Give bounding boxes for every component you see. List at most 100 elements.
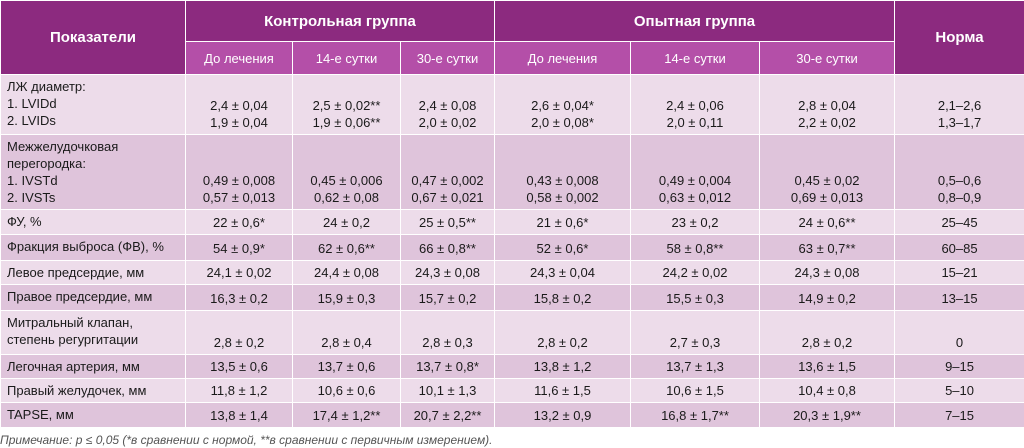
value-cell: 16,8 ± 1,7** [631,403,760,428]
value-cell: 2,8 ± 0,04 2,2 ± 0,02 [760,75,895,135]
norm-cell: 0 [895,311,1024,355]
value-cell: 15,7 ± 0,2 [401,285,495,311]
value-cell: 15,9 ± 0,3 [293,285,401,311]
value-cell: 15,8 ± 0,2 [495,285,631,311]
row-label: Левое предсердие, мм [1,261,186,285]
value-cell: 66 ± 0,8** [401,235,495,261]
value-cell: 2,8 ± 0,3 [401,311,495,355]
value-cell: 52 ± 0,6* [495,235,631,261]
value-cell: 13,2 ± 0,9 [495,403,631,428]
value-cell: 23 ± 0,2 [631,210,760,235]
value-cell: 17,4 ± 1,2** [293,403,401,428]
value-cell: 2,4 ± 0,08 2,0 ± 0,02 [401,75,495,135]
value-cell: 22 ± 0,6* [186,210,293,235]
value-cell: 2,4 ± 0,06 2,0 ± 0,11 [631,75,760,135]
value-cell: 2,4 ± 0,04 1,9 ± 0,04 [186,75,293,135]
row-label: Межжелудочковая перегородка: 1. IVSTd 2.… [1,135,186,210]
value-cell: 24,2 ± 0,02 [631,261,760,285]
value-cell: 0,47 ± 0,002 0,67 ± 0,021 [401,135,495,210]
row-label: TAPSE, мм [1,403,186,428]
norm-cell: 60–85 [895,235,1024,261]
value-cell: 16,3 ± 0,2 [186,285,293,311]
row-label: Правое предсердие, мм [1,285,186,311]
value-cell: 15,5 ± 0,3 [631,285,760,311]
value-cell: 58 ± 0,8** [631,235,760,261]
norm-cell: 5–10 [895,379,1024,403]
value-cell: 13,8 ± 1,4 [186,403,293,428]
value-cell: 24,1 ± 0,02 [186,261,293,285]
row-label: Легочная артерия, мм [1,355,186,379]
row-label: ЛЖ диаметр: 1. LVIDd 2. LVIDs [1,75,186,135]
norm-cell: 0,5–0,6 0,8–0,9 [895,135,1024,210]
header-sub: До лечения [186,42,293,75]
header-indicators: Показатели [1,1,186,75]
value-cell: 2,8 ± 0,2 [760,311,895,355]
value-cell: 13,8 ± 1,2 [495,355,631,379]
value-cell: 24,4 ± 0,08 [293,261,401,285]
row-label: Правый желудочек, мм [1,379,186,403]
value-cell: 10,6 ± 1,5 [631,379,760,403]
value-cell: 24,3 ± 0,08 [401,261,495,285]
row-label: Митральный клапан, степень регургитации [1,311,186,355]
table-row: Фракция выброса (ФВ), %54 ± 0,9*62 ± 0,6… [1,235,1024,261]
value-cell: 0,49 ± 0,008 0,57 ± 0,013 [186,135,293,210]
value-cell: 0,49 ± 0,004 0,63 ± 0,012 [631,135,760,210]
value-cell: 25 ± 0,5** [401,210,495,235]
norm-cell: 15–21 [895,261,1024,285]
norm-cell: 9–15 [895,355,1024,379]
row-label: Фракция выброса (ФВ), % [1,235,186,261]
header-sub: До лечения [495,42,631,75]
value-cell: 2,6 ± 0,04* 2,0 ± 0,08* [495,75,631,135]
value-cell: 24 ± 0,6** [760,210,895,235]
value-cell: 11,8 ± 1,2 [186,379,293,403]
value-cell: 2,8 ± 0,4 [293,311,401,355]
value-cell: 2,8 ± 0,2 [186,311,293,355]
value-cell: 0,45 ± 0,02 0,69 ± 0,013 [760,135,895,210]
header-sub: 30-е сутки [760,42,895,75]
value-cell: 63 ± 0,7** [760,235,895,261]
value-cell: 13,7 ± 0,6 [293,355,401,379]
data-table: Показатели Контрольная группа Опытная гр… [0,0,1024,428]
value-cell: 10,6 ± 0,6 [293,379,401,403]
value-cell: 10,4 ± 0,8 [760,379,895,403]
value-cell: 2,5 ± 0,02** 1,9 ± 0,06** [293,75,401,135]
table-row: Межжелудочковая перегородка: 1. IVSTd 2.… [1,135,1024,210]
value-cell: 2,8 ± 0,2 [495,311,631,355]
norm-cell: 7–15 [895,403,1024,428]
value-cell: 24,3 ± 0,04 [495,261,631,285]
header-sub: 30-е сутки [401,42,495,75]
value-cell: 21 ± 0,6* [495,210,631,235]
value-cell: 13,6 ± 1,5 [760,355,895,379]
value-cell: 14,9 ± 0,2 [760,285,895,311]
value-cell: 13,7 ± 0,8* [401,355,495,379]
header-control-group: Контрольная группа [186,1,495,42]
value-cell: 0,45 ± 0,006 0,62 ± 0,08 [293,135,401,210]
value-cell: 13,7 ± 1,3 [631,355,760,379]
norm-cell: 25–45 [895,210,1024,235]
value-cell: 20,7 ± 2,2** [401,403,495,428]
value-cell: 62 ± 0,6** [293,235,401,261]
header-sub: 14-е сутки [631,42,760,75]
value-cell: 11,6 ± 1,5 [495,379,631,403]
value-cell: 0,43 ± 0,008 0,58 ± 0,002 [495,135,631,210]
header-sub: 14-е сутки [293,42,401,75]
row-label: ФУ, % [1,210,186,235]
header-norm: Норма [895,1,1024,75]
value-cell: 13,5 ± 0,6 [186,355,293,379]
value-cell: 24,3 ± 0,08 [760,261,895,285]
norm-cell: 2,1–2,6 1,3–1,7 [895,75,1024,135]
value-cell: 2,7 ± 0,3 [631,311,760,355]
table-note: Примечание: р ≤ 0,05 (*в сравнении с нор… [0,428,1024,448]
header-experimental-group: Опытная группа [495,1,895,42]
value-cell: 24 ± 0,2 [293,210,401,235]
value-cell: 20,3 ± 1,9** [760,403,895,428]
value-cell: 54 ± 0,9* [186,235,293,261]
